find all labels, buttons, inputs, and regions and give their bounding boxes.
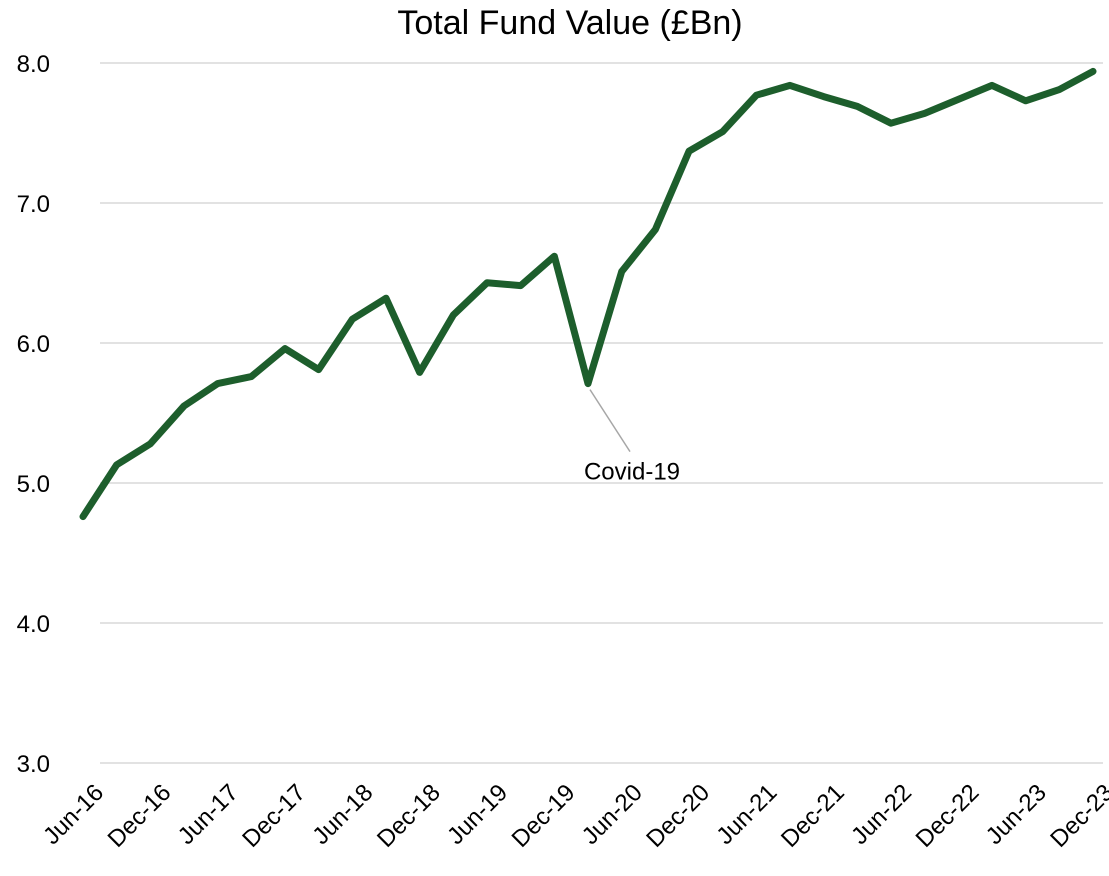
y-tick-label: 4.0 — [17, 611, 50, 638]
y-tick-label: 7.0 — [17, 191, 50, 218]
x-tick-label: Dec-17 — [237, 779, 311, 853]
x-tick-label: Jun-20 — [577, 779, 648, 850]
x-tick-label: Dec-16 — [103, 779, 177, 853]
annotation: Covid-19 — [584, 459, 680, 486]
y-tick-label: 3.0 — [17, 751, 50, 778]
x-tick-label: Dec-20 — [641, 779, 715, 853]
x-tick-label: Dec-19 — [507, 779, 581, 853]
y-tick-label: 6.0 — [17, 331, 50, 358]
x-tick-label: Jun-22 — [846, 779, 917, 850]
x-tick-label: Jun-18 — [307, 779, 378, 850]
x-tick-label: Dec-22 — [911, 779, 985, 853]
x-tick-label: Dec-18 — [372, 779, 446, 853]
x-tick-label: Dec-23 — [1045, 779, 1109, 853]
y-tick-label: 5.0 — [17, 471, 50, 498]
y-tick-label: 8.0 — [17, 51, 50, 78]
x-tick-label: Jun-16 — [38, 779, 109, 850]
chart-title: Total Fund Value (£Bn) — [397, 4, 742, 42]
annotation-leader — [589, 389, 631, 453]
line-series — [79, 67, 1097, 521]
x-tick-label: Jun-17 — [173, 779, 244, 850]
x-tick-label: Jun-19 — [442, 779, 513, 850]
x-tick-label: Jun-23 — [981, 779, 1052, 850]
x-tick-label: Dec-21 — [776, 779, 850, 853]
x-tick-label: Jun-21 — [711, 779, 782, 850]
